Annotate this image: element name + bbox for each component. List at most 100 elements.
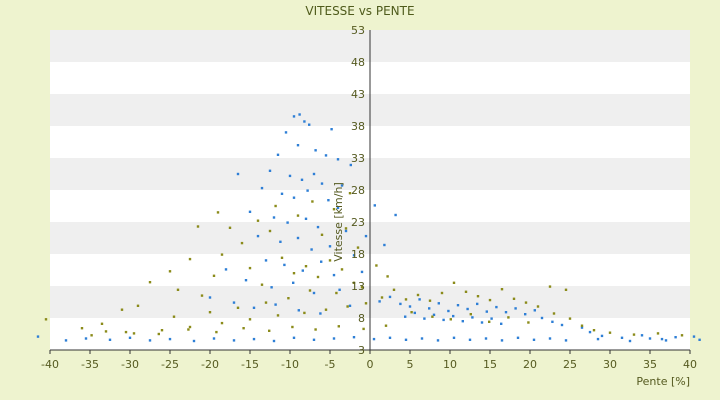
- data-point-series-2: [392, 288, 396, 291]
- data-point-series-2: [308, 289, 312, 292]
- data-point-series-1: [349, 163, 352, 167]
- x-tick-label: -40: [41, 358, 59, 371]
- data-point-series-1: [692, 335, 696, 338]
- data-point-series-1: [461, 320, 464, 323]
- data-point-series-2: [292, 272, 296, 275]
- data-point-series-2: [268, 229, 272, 233]
- chart-title: VITESSE vs PENTE: [305, 4, 414, 18]
- data-point-series-2: [524, 301, 528, 304]
- data-point-series-1: [456, 304, 460, 307]
- data-point-series-2: [240, 241, 244, 245]
- data-point-series-1: [148, 339, 152, 342]
- data-point-series-1: [301, 269, 304, 272]
- x-tick-label: -35: [81, 358, 99, 371]
- data-point-series-1: [399, 302, 402, 306]
- data-point-series-1: [388, 336, 392, 339]
- data-point-series-2: [215, 330, 218, 334]
- data-point-series-2: [148, 281, 152, 284]
- data-point-series-1: [244, 279, 248, 282]
- data-point-series-1: [476, 302, 479, 306]
- data-point-series-1: [340, 184, 344, 187]
- data-point-series-1: [560, 323, 564, 327]
- data-point-series-2: [352, 281, 356, 284]
- data-point-series-1: [268, 169, 272, 172]
- data-point-series-2: [303, 311, 306, 315]
- data-point-series-1: [292, 115, 296, 118]
- data-point-series-2: [340, 268, 344, 271]
- data-point-series-2: [187, 328, 190, 331]
- data-point-series-2: [428, 299, 432, 302]
- data-point-series-1: [248, 210, 252, 213]
- data-point-series-2: [220, 253, 224, 256]
- data-point-series-1: [490, 317, 493, 320]
- data-point-series-2: [296, 214, 300, 217]
- data-point-series-1: [296, 236, 300, 240]
- y-tick-label: 48: [351, 56, 365, 69]
- data-point-series-1: [306, 189, 309, 192]
- data-point-series-2: [212, 274, 216, 277]
- data-point-series-1: [276, 153, 280, 156]
- data-points: [36, 113, 701, 343]
- data-point-series-1: [428, 307, 431, 310]
- data-point-series-1: [394, 213, 397, 217]
- data-point-series-2: [196, 225, 200, 228]
- x-tick-label: 5: [407, 358, 414, 371]
- data-point-series-2: [410, 311, 413, 314]
- data-point-series-1: [437, 302, 440, 305]
- data-point-series-1: [404, 338, 408, 341]
- data-point-series-1: [128, 336, 132, 339]
- data-point-series-1: [304, 217, 308, 220]
- data-point-series-1: [297, 309, 300, 312]
- data-point-series-1: [310, 248, 313, 251]
- data-point-series-1: [698, 338, 701, 341]
- data-point-series-2: [680, 334, 684, 337]
- data-point-series-1: [320, 260, 323, 263]
- data-point-series-2: [564, 288, 568, 291]
- data-point-series-2: [228, 226, 232, 229]
- data-point-series-2: [568, 317, 572, 320]
- x-tick-label: -30: [121, 358, 139, 371]
- data-point-series-1: [272, 339, 276, 343]
- data-point-series-1: [485, 310, 488, 313]
- x-tick-label: 25: [563, 358, 577, 371]
- y-tick-label: 43: [351, 88, 365, 101]
- x-axis-title: Pente [%]: [636, 375, 690, 388]
- x-tick-label: 10: [443, 358, 457, 371]
- data-point-series-2: [375, 264, 378, 267]
- data-point-series-2: [552, 312, 556, 315]
- data-point-series-1: [500, 339, 504, 342]
- data-point-series-1: [108, 338, 112, 341]
- data-point-series-1: [252, 337, 256, 341]
- data-point-series-1: [319, 312, 322, 315]
- data-point-series-1: [413, 311, 416, 315]
- data-point-series-2: [248, 266, 252, 270]
- x-tick-labels: -40 -35 -30 -25 -20 -15 -10 -5 0 5 10 15 20 25 30 35 40: [41, 350, 697, 371]
- data-point-series-1: [279, 240, 282, 243]
- data-point-series-1: [316, 225, 320, 229]
- data-point-series-2: [200, 294, 204, 297]
- data-point-series-1: [648, 337, 652, 340]
- data-point-series-2: [608, 331, 612, 334]
- data-point-series-1: [516, 336, 520, 339]
- x-tick-label: -15: [241, 358, 259, 371]
- data-point-series-1: [332, 273, 336, 277]
- data-point-series-2: [90, 334, 93, 337]
- data-point-series-1: [364, 234, 368, 238]
- data-point-series-1: [664, 339, 668, 342]
- x-tick-label: -5: [325, 358, 336, 371]
- data-point-series-2: [476, 295, 480, 298]
- data-point-series-2: [242, 327, 245, 330]
- x-tick-label: 30: [603, 358, 617, 371]
- data-point-series-1: [674, 336, 677, 339]
- x-tick-label: 15: [483, 358, 497, 371]
- data-point-series-2: [260, 283, 264, 286]
- y-tick-label: 38: [351, 120, 365, 133]
- data-point-series-1: [408, 305, 412, 308]
- data-point-series-1: [292, 281, 295, 284]
- data-point-series-1: [308, 123, 311, 126]
- data-point-series-2: [188, 257, 192, 261]
- data-point-series-1: [312, 291, 316, 295]
- data-point-series-2: [311, 200, 314, 203]
- data-point-series-1: [270, 286, 273, 289]
